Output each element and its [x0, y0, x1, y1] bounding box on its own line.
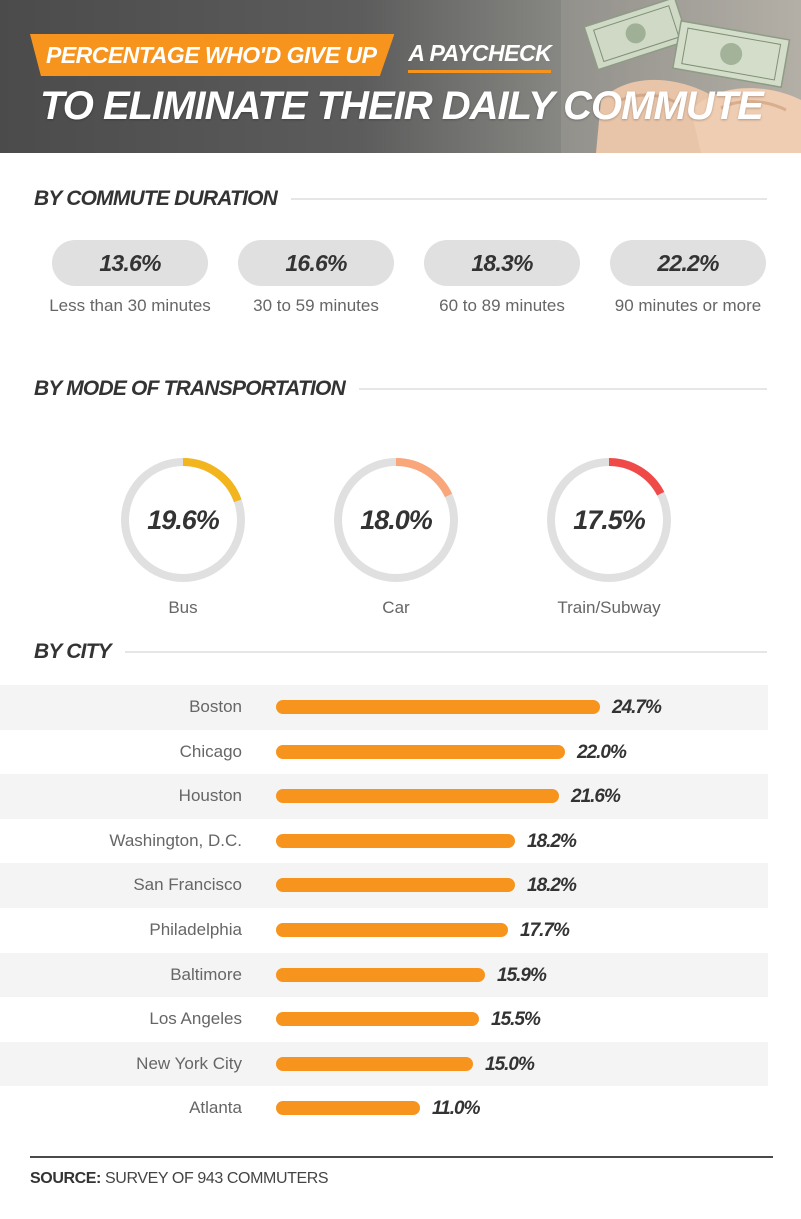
duration-label: 60 to 89 minutes	[439, 296, 565, 315]
city-label: New York City	[136, 1053, 242, 1073]
mode-stat-train: 17.5% Train/Subway	[539, 450, 679, 618]
source-label: SOURCE:	[30, 1170, 101, 1187]
city-bar	[276, 1056, 473, 1071]
mode-label: Car	[382, 598, 410, 617]
duration-stat: 22.2% 90 minutes or more	[598, 240, 778, 316]
city-bar	[276, 1012, 479, 1027]
section-heading-city: BY CITY	[34, 640, 767, 664]
duration-value: 18.3%	[424, 240, 580, 286]
source-text: SURVEY OF 943 COMMUTERS	[105, 1170, 329, 1187]
ring-arc	[547, 458, 671, 582]
city-row: Chicago 22.0%	[0, 730, 801, 775]
city-label: Washington, D.C.	[109, 830, 242, 850]
duration-value: 22.2%	[610, 240, 766, 286]
city-row: Boston 24.7%	[0, 685, 801, 730]
duration-value: 16.6%	[238, 240, 394, 286]
city-value-label: 18.2%	[527, 830, 577, 852]
city-row: Houston 21.6%	[0, 774, 801, 819]
progress-ring: 17.5%	[539, 450, 679, 590]
city-value-label: 15.5%	[491, 1009, 541, 1031]
money-hands-image	[561, 0, 801, 153]
page-title: TO ELIMINATE THEIR DAILY COMMUTE	[40, 84, 764, 128]
city-value-label: 15.0%	[485, 1053, 535, 1075]
mode-label: Train/Subway	[557, 598, 661, 617]
city-value-label: 11.0%	[432, 1098, 480, 1120]
section-heading-duration: BY COMMUTE DURATION	[34, 187, 767, 211]
duration-value: 13.6%	[52, 240, 208, 286]
city-bar	[276, 789, 559, 804]
city-label: Houston	[178, 786, 242, 806]
source-note: SOURCE: SURVEY OF 943 COMMUTERS	[30, 1170, 329, 1188]
city-label: San Francisco	[133, 875, 242, 895]
city-value-label: 15.9%	[497, 964, 547, 986]
city-bar	[276, 878, 515, 893]
duration-label: 90 minutes or more	[614, 296, 762, 315]
city-bar	[276, 744, 565, 759]
mode-stat-bus: 19.6% Bus	[113, 450, 253, 618]
city-row: San Francisco 18.2%	[0, 863, 801, 908]
duration-stat: 13.6% Less than 30 minutes	[40, 240, 220, 316]
city-bar	[276, 967, 485, 982]
city-value-label: 17.7%	[520, 919, 570, 941]
section-divider	[124, 651, 767, 653]
mode-label: Bus	[168, 598, 198, 617]
city-row: New York City 15.0%	[0, 1041, 801, 1087]
duration-label: 30 to 59 minutes	[253, 296, 379, 315]
city-bar	[276, 922, 508, 937]
city-bar	[276, 700, 600, 714]
city-row: Baltimore 15.9%	[0, 952, 801, 998]
city-label: Philadelphia	[149, 919, 242, 939]
city-row: Washington, D.C. 18.2%	[0, 819, 801, 864]
header-banner: PERCENTAGE WHO'D GIVE UP A PAYCHECK TO E…	[0, 0, 801, 153]
section-heading-label: BY MODE OF TRANSPORTATION	[34, 377, 346, 400]
city-value-label: 24.7%	[612, 697, 662, 718]
duration-label: Less than 30 minutes	[49, 296, 211, 315]
section-heading-mode: BY MODE OF TRANSPORTATION	[34, 377, 767, 401]
city-label: Chicago	[179, 741, 242, 761]
title-subtext: A PAYCHECK	[408, 38, 552, 73]
title-highlight: PERCENTAGE WHO'D GIVE UP	[30, 34, 395, 76]
mode-value: 19.6%	[147, 504, 220, 535]
city-row: Atlanta 11.0%	[0, 1086, 801, 1131]
section-divider	[358, 388, 767, 390]
section-divider	[291, 198, 767, 200]
city-bar	[276, 833, 515, 848]
mode-value: 18.0%	[360, 504, 433, 535]
progress-ring: 18.0%	[326, 450, 466, 590]
section-heading-label: BY CITY	[34, 640, 112, 663]
duration-stat: 18.3% 60 to 89 minutes	[412, 240, 592, 316]
mode-value: 17.5%	[573, 504, 646, 535]
city-value-label: 18.2%	[527, 875, 577, 897]
city-label: Atlanta	[189, 1098, 242, 1118]
section-heading-label: BY COMMUTE DURATION	[34, 187, 278, 210]
city-bar	[276, 1101, 420, 1116]
ring-arc	[121, 458, 245, 582]
city-label: Baltimore	[170, 964, 242, 984]
ring-arc	[334, 458, 458, 582]
duration-stat: 16.6% 30 to 59 minutes	[226, 240, 406, 316]
source-divider	[30, 1156, 773, 1158]
city-value-label: 21.6%	[571, 786, 621, 808]
progress-ring: 19.6%	[113, 450, 253, 590]
city-row: Philadelphia 17.7%	[0, 908, 801, 953]
city-bar-chart: Boston 24.7% Chicago 22.0% Houston 21.6% Washi…	[0, 685, 801, 1131]
mode-stat-car: 18.0% Car	[326, 450, 466, 618]
duration-stats: 13.6% Less than 30 minutes 16.6% 30 to 5…	[34, 240, 774, 330]
city-label: Los Angeles	[149, 1009, 242, 1029]
city-value-label: 22.0%	[577, 741, 627, 763]
city-label: Boston	[189, 697, 242, 716]
city-row: Los Angeles 15.5%	[0, 997, 801, 1042]
